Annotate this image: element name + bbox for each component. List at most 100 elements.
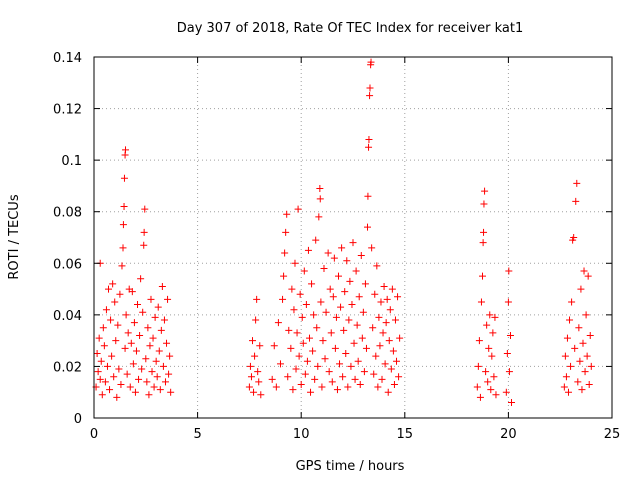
data-point [357,252,365,260]
data-point [337,303,345,311]
data-point [579,339,587,347]
data-point [476,393,484,401]
data-point [303,357,311,365]
data-point [147,295,155,303]
data-point [473,383,481,391]
data-point [152,357,160,365]
data-point [385,337,393,345]
data-point [150,383,158,391]
data-point [115,365,123,373]
data-point [329,293,337,301]
data-point [302,301,310,309]
data-point [347,362,355,370]
data-point [282,228,290,236]
y-axis-label: ROTI / TECUs [7,194,22,279]
data-point [121,344,129,352]
data-point [149,334,157,342]
data-point [354,357,362,365]
data-point [144,324,152,332]
data-point [395,373,403,381]
data-point [583,352,591,360]
data-point [575,324,583,332]
data-point [374,383,382,391]
data-point [322,308,330,316]
data-point [492,391,500,399]
data-point [326,285,334,293]
data-point [373,262,381,270]
data-point [153,373,161,381]
x-tick-label: 15 [397,427,414,442]
data-point [111,298,119,306]
data-point [142,355,150,363]
data-point [315,213,323,221]
data-point [299,339,307,347]
data-point [93,350,101,358]
data-point [280,272,288,280]
data-point [375,313,383,321]
data-point [339,373,347,381]
data-point [585,380,593,388]
data-point [578,386,586,394]
data-point [570,234,578,241]
data-point [487,386,495,394]
data-point [318,383,326,391]
y-tick-label: 0.02 [53,360,82,375]
data-point [96,375,104,383]
data-point [281,249,289,257]
data-point [313,324,321,332]
data-point [268,375,276,383]
data-point [481,187,489,195]
data-point [137,275,145,283]
data-point [566,316,574,324]
data-point [325,368,333,376]
data-point [160,316,168,324]
data-point [113,393,121,401]
data-point [250,388,258,396]
data-point [148,368,156,376]
data-point [477,298,485,306]
data-point [151,313,159,321]
data-point [134,301,142,309]
data-point [279,295,287,303]
data-point [146,342,154,350]
data-point [563,334,571,342]
data-point [285,326,293,334]
data-point [482,368,490,376]
data-point [272,383,280,391]
data-point [109,280,117,288]
data-point [488,352,496,360]
data-point [123,370,131,378]
data-point [479,272,486,280]
data-point [377,298,385,306]
y-axis: 0 0.02 0.04 0.06 0.08 0.1 0.12 0.14 [53,51,612,427]
data-point [283,210,291,218]
data-point [327,329,335,337]
data-point [382,319,390,327]
data-point [505,267,513,275]
data-point [270,342,278,350]
data-point [114,321,122,329]
data-point [379,329,387,337]
data-point [564,388,572,396]
data-point [334,272,342,280]
y-tick-label: 0 [74,412,82,427]
x-tick-label: 20 [500,427,517,442]
data-point [574,378,582,386]
data-point [102,306,110,314]
data-point [380,282,388,290]
data-point [338,244,346,252]
data-point [252,316,260,324]
data-point [381,360,389,368]
data-point [316,185,324,193]
data-point [341,288,349,296]
x-tick-label: 5 [193,427,201,442]
data-point [293,329,301,337]
data-point [582,311,590,319]
chart-title: Day 307 of 2018, Rate Of TEC Index for r… [177,21,524,36]
data-point [333,386,341,394]
data-point [135,375,143,383]
data-point [159,362,167,370]
data-point [386,306,394,314]
data-point [387,365,395,373]
data-point [143,378,151,386]
